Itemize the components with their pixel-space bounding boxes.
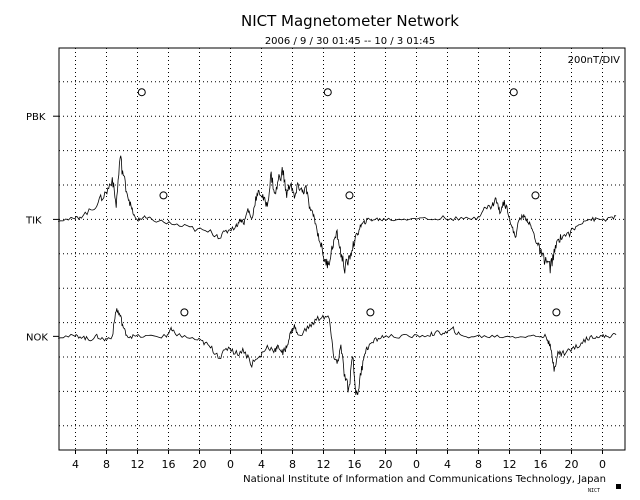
x-tick-label: 4 bbox=[444, 458, 451, 471]
x-tick-label: 8 bbox=[475, 458, 482, 471]
midnight-marker-pbk bbox=[323, 88, 332, 97]
midnight-marker-pbk bbox=[509, 88, 518, 97]
x-tick-label: 16 bbox=[534, 458, 548, 471]
traces bbox=[58, 155, 617, 396]
station-label-nok: NOK bbox=[26, 332, 48, 343]
x-tick-label: 4 bbox=[258, 458, 265, 471]
x-tick-label: 12 bbox=[317, 458, 331, 471]
station-label-tik: TIK bbox=[25, 215, 42, 226]
midnight-marker-tik bbox=[531, 191, 540, 200]
station-labels: PBK TIK NOK bbox=[25, 112, 59, 343]
x-tick-label: 4 bbox=[72, 458, 79, 471]
midnight-marker-tik bbox=[159, 191, 168, 200]
x-tick-label: 8 bbox=[103, 458, 110, 471]
grid-lines bbox=[59, 48, 625, 450]
station-label-pbk: PBK bbox=[26, 112, 46, 123]
midnight-marker-nok bbox=[552, 308, 561, 317]
scale-label: 200nT/DIV bbox=[568, 55, 621, 66]
chart-title: NICT Magnetometer Network bbox=[241, 12, 459, 30]
trace-nok bbox=[58, 308, 617, 396]
x-tick-labels: 4 8 12 16 20 0 4 8 12 16 20 0 4 8 12 16 20 0 bbox=[72, 450, 606, 471]
corner-mark: NICT bbox=[588, 488, 600, 494]
midnight-markers bbox=[137, 88, 561, 317]
x-tick-label: 8 bbox=[289, 458, 296, 471]
x-tick-label: 20 bbox=[379, 458, 393, 471]
x-tick-label: 16 bbox=[162, 458, 176, 471]
midnight-marker-nok bbox=[180, 308, 189, 317]
plot-frame bbox=[58, 47, 626, 451]
x-tick-label: 0 bbox=[227, 458, 234, 471]
trace-tik bbox=[58, 155, 617, 274]
midnight-marker-nok bbox=[366, 308, 375, 317]
x-tick-label: 12 bbox=[131, 458, 145, 471]
midnight-marker-tik bbox=[345, 191, 354, 200]
corner-square bbox=[616, 484, 621, 489]
credit-text: National Institute of Information and Co… bbox=[243, 474, 606, 485]
x-tick-label: 12 bbox=[503, 458, 517, 471]
chart-subtitle: 2006 / 9 / 30 01:45 -- 10 / 3 01:45 bbox=[265, 36, 435, 47]
x-tick-label: 0 bbox=[413, 458, 420, 471]
x-tick-label: 20 bbox=[565, 458, 579, 471]
x-tick-label: 20 bbox=[193, 458, 207, 471]
x-tick-label: 16 bbox=[348, 458, 362, 471]
x-tick-label: 0 bbox=[599, 458, 606, 471]
midnight-marker-pbk bbox=[137, 88, 146, 97]
